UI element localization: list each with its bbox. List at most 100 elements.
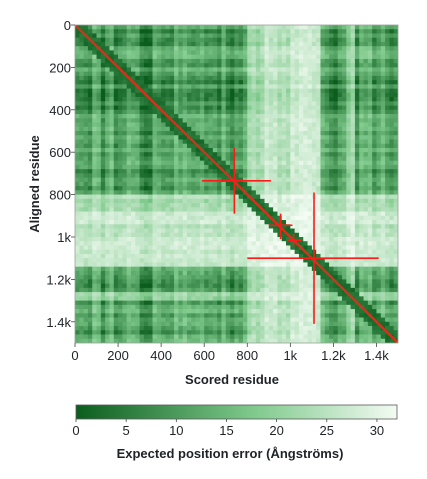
heatmap-cell xyxy=(333,101,339,106)
heatmap-cell xyxy=(156,220,162,225)
heatmap-cell xyxy=(225,287,231,293)
heatmap-cell xyxy=(130,25,136,30)
heatmap-cell xyxy=(191,84,196,89)
heatmap-cell xyxy=(199,118,205,123)
heatmap-cell xyxy=(286,283,291,289)
heatmap-cell xyxy=(92,207,97,212)
heatmap-cell xyxy=(277,29,283,34)
heatmap-cell xyxy=(130,198,136,204)
heatmap-cell xyxy=(363,37,369,43)
heatmap-cell xyxy=(385,300,390,306)
heatmap-cell xyxy=(303,54,308,60)
heatmap-cell xyxy=(337,80,343,85)
heatmap-cell xyxy=(238,126,244,132)
heatmap-cell xyxy=(113,275,119,280)
heatmap-cell xyxy=(191,41,196,47)
heatmap-cell xyxy=(139,300,145,306)
heatmap-cell xyxy=(294,37,300,43)
heatmap-cell xyxy=(286,114,291,119)
heatmap-cell xyxy=(367,292,373,297)
heatmap-cell xyxy=(208,258,214,263)
heatmap-cell xyxy=(329,92,334,98)
heatmap-cell xyxy=(225,292,231,297)
heatmap-cell xyxy=(148,109,153,115)
heatmap-cell xyxy=(260,135,265,140)
heatmap-cell xyxy=(350,186,356,191)
heatmap-cell xyxy=(264,114,270,119)
heatmap-cell xyxy=(165,67,171,72)
heatmap-cell xyxy=(79,237,84,242)
heatmap-cell xyxy=(135,25,140,30)
heatmap-cell xyxy=(96,164,102,170)
heatmap-cell xyxy=(242,253,248,259)
heatmap-cell xyxy=(247,33,252,39)
heatmap-cell xyxy=(75,131,80,136)
heatmap-cell xyxy=(273,147,278,153)
heatmap-cell xyxy=(79,287,84,293)
heatmap-cell xyxy=(83,135,89,140)
heatmap-cell xyxy=(320,152,326,157)
heatmap-cell xyxy=(83,143,89,149)
heatmap-cell xyxy=(376,29,382,34)
heatmap-cell xyxy=(156,37,162,43)
heatmap-cell xyxy=(195,58,201,64)
heatmap-cell xyxy=(100,220,106,225)
heatmap-cell xyxy=(221,296,227,301)
heatmap-cell xyxy=(186,287,192,293)
heatmap-cell xyxy=(75,92,80,98)
heatmap-cell xyxy=(191,46,196,51)
heatmap-cell xyxy=(152,237,158,242)
heatmap-cell xyxy=(92,80,97,85)
heatmap-cell xyxy=(208,25,214,30)
heatmap-cell xyxy=(109,92,115,98)
heatmap-cell xyxy=(255,63,261,68)
heatmap-cell xyxy=(212,41,218,47)
heatmap-cell xyxy=(83,304,89,310)
heatmap-cell xyxy=(393,258,398,263)
heatmap-cell xyxy=(92,228,97,234)
heatmap-cell xyxy=(247,63,252,68)
heatmap-cell xyxy=(359,156,364,162)
heatmap-cell xyxy=(83,131,89,136)
heatmap-cell xyxy=(350,220,356,225)
heatmap-cell xyxy=(139,139,145,145)
heatmap-cell xyxy=(191,215,196,221)
heatmap-cell xyxy=(204,84,209,89)
heatmap-cell xyxy=(242,152,248,157)
heatmap-cell xyxy=(217,177,222,183)
heatmap-cell xyxy=(122,258,128,263)
heatmap-cell xyxy=(195,292,201,297)
heatmap-cell xyxy=(277,114,283,119)
heatmap-cell xyxy=(324,67,330,72)
heatmap-cell xyxy=(281,105,287,111)
heatmap-cell xyxy=(260,241,265,246)
heatmap-cell xyxy=(230,232,235,238)
heatmap-cell xyxy=(324,164,330,170)
heatmap-cell xyxy=(307,287,313,293)
heatmap-cell xyxy=(255,67,261,72)
heatmap-cell xyxy=(359,46,364,51)
heatmap-cell xyxy=(217,279,222,284)
heatmap-cell xyxy=(156,215,162,221)
heatmap-cell xyxy=(156,97,162,102)
heatmap-cell xyxy=(264,25,270,30)
heatmap-cell xyxy=(337,266,343,272)
heatmap-cell xyxy=(204,266,209,272)
heatmap-cell xyxy=(320,292,326,297)
heatmap-cell xyxy=(118,177,123,183)
heatmap-cell xyxy=(221,270,227,276)
heatmap-cell xyxy=(169,292,175,297)
heatmap-cell xyxy=(238,198,244,204)
heatmap-cell xyxy=(346,46,351,51)
heatmap-cell xyxy=(204,37,209,43)
heatmap-cell xyxy=(178,156,184,162)
heatmap-cell xyxy=(217,190,222,195)
heatmap-cell xyxy=(320,105,326,111)
heatmap-cell xyxy=(152,253,158,259)
heatmap-cell xyxy=(294,114,300,119)
heatmap-cell xyxy=(294,152,300,157)
heatmap-cell xyxy=(221,275,227,280)
heatmap-cell xyxy=(363,292,369,297)
heatmap-cell xyxy=(298,80,304,85)
heatmap-cell xyxy=(342,270,347,276)
